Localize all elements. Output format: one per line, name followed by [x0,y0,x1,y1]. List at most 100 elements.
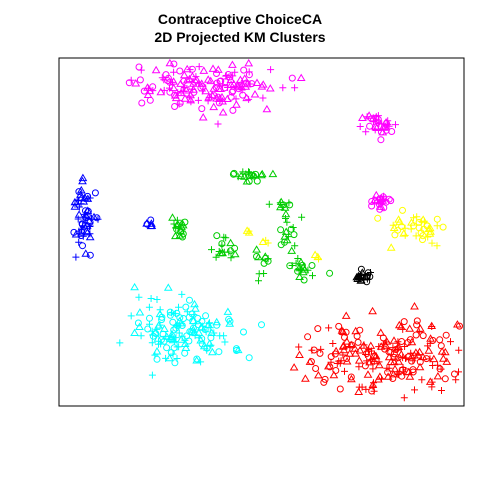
data-point-cluster-19 [442,331,450,339]
data-point-cluster-0 [179,87,187,95]
data-point-cluster-1 [376,202,386,210]
data-point-cluster-19 [453,320,462,328]
data-point-cluster-19 [364,347,372,355]
data-point-cluster-13 [424,224,434,232]
data-point-cluster-0 [144,84,152,92]
data-point-cluster-3 [91,189,99,197]
data-point-cluster-19 [321,375,329,383]
data-point-cluster-19 [324,362,333,370]
data-point-cluster-0 [221,84,229,92]
data-point-cluster-17 [207,334,215,342]
data-point-cluster-17 [233,345,243,354]
data-point-cluster-3 [70,202,80,210]
data-point-cluster-19 [355,346,365,354]
data-point-cluster-0 [279,84,287,92]
data-point-cluster-0 [185,92,193,100]
data-point-cluster-13 [433,215,441,223]
data-point-cluster-19 [333,360,341,367]
data-point-cluster-0 [252,78,262,86]
data-point-cluster-19 [401,343,409,350]
data-point-cluster-19 [409,366,417,374]
data-point-cluster-9 [287,225,295,233]
data-point-cluster-2 [378,120,386,128]
data-point-cluster-3 [73,196,81,204]
data-point-cluster-17 [182,303,190,311]
data-point-cluster-19 [427,321,437,329]
data-point-cluster-5 [174,222,182,230]
data-point-cluster-13 [395,217,404,226]
data-point-cluster-17 [169,350,177,358]
data-point-cluster-19 [341,367,348,375]
data-point-cluster-0 [265,84,275,92]
data-point-cluster-1 [382,198,390,206]
data-point-cluster-4 [147,219,156,227]
data-point-cluster-3 [83,227,92,236]
data-point-cluster-0 [195,63,203,71]
data-point-cluster-17 [151,351,159,359]
data-point-cluster-19 [389,336,399,344]
data-point-cluster-19 [394,357,404,365]
data-point-cluster-0 [179,70,189,79]
data-point-cluster-13 [401,224,409,232]
data-point-cluster-19 [356,326,364,334]
data-point-cluster-5 [177,222,186,231]
data-point-cluster-10 [295,262,305,271]
data-point-cluster-0 [188,72,197,80]
data-point-cluster-8 [231,244,239,252]
data-point-cluster-3 [76,193,86,202]
data-point-cluster-19 [415,362,425,371]
data-point-cluster-19 [410,302,419,310]
data-point-cluster-19 [381,341,391,349]
data-point-cluster-17 [153,325,161,333]
data-point-cluster-17 [203,344,211,352]
data-point-cluster-17 [173,355,181,362]
data-point-cluster-0 [170,60,178,68]
data-point-cluster-19 [368,306,377,315]
data-point-cluster-19 [363,370,373,378]
data-point-cluster-0 [162,71,170,79]
data-point-cluster-17 [173,309,181,317]
data-point-cluster-10 [309,272,316,280]
data-point-cluster-17 [154,321,163,329]
data-point-cluster-0 [160,76,168,84]
data-point-cluster-11 [252,245,261,253]
data-point-cluster-0 [169,83,179,92]
data-point-cluster-19 [455,346,463,354]
data-point-cluster-6 [245,177,253,185]
data-point-cluster-0 [171,103,179,110]
data-point-cluster-5 [171,231,180,240]
data-point-cluster-19 [329,340,337,347]
data-point-cluster-19 [413,321,421,329]
data-point-cluster-8 [212,253,220,261]
data-point-cluster-0 [222,72,230,79]
data-point-cluster-0 [151,65,161,74]
data-point-cluster-0 [240,66,248,74]
data-point-cluster-19 [339,345,349,354]
data-point-cluster-19 [411,386,418,394]
data-point-cluster-17 [135,293,143,301]
data-point-cluster-17 [144,325,152,333]
data-point-cluster-0 [146,96,154,104]
data-point-cluster-0 [267,66,275,74]
data-point-cluster-17 [163,283,173,291]
data-point-cluster-19 [307,358,315,366]
data-point-cluster-8 [227,254,235,262]
data-point-cluster-17 [175,303,182,311]
data-point-cluster-13 [391,231,399,239]
data-point-cluster-0 [204,97,212,105]
data-point-cluster-1 [376,195,383,203]
data-point-cluster-8 [230,249,240,258]
data-point-cluster-19 [400,318,408,326]
data-point-cluster-19 [402,354,409,362]
data-point-cluster-0 [228,60,237,68]
data-point-cluster-16 [310,250,320,258]
data-point-cluster-17 [188,325,198,333]
data-point-cluster-0 [156,87,166,96]
data-point-cluster-17 [178,332,186,340]
data-point-cluster-0 [131,79,141,87]
data-point-cluster-19 [329,370,339,379]
data-point-cluster-17 [171,359,179,367]
data-point-cluster-9 [290,231,298,239]
data-point-cluster-19 [347,373,355,381]
